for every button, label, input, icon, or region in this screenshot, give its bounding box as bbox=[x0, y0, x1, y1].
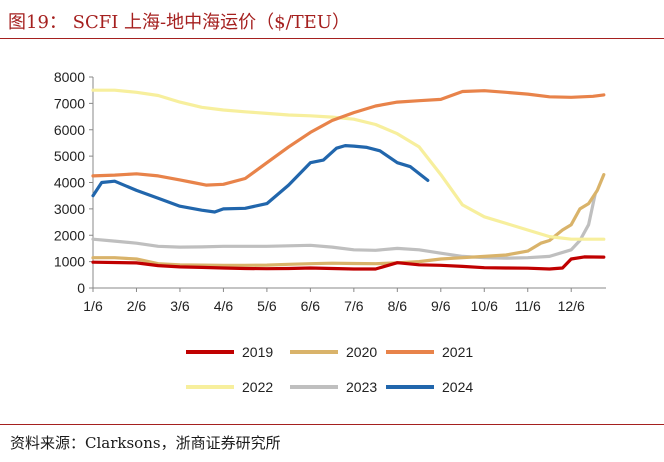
series-line-2021 bbox=[91, 89, 606, 187]
title-rule bbox=[0, 38, 664, 39]
source-rule bbox=[0, 424, 664, 425]
x-tick-label: 5/6 bbox=[257, 298, 277, 314]
x-tick-label: 2/6 bbox=[127, 298, 147, 314]
x-tick-label: 1/6 bbox=[83, 298, 103, 314]
y-tick-label: 4000 bbox=[54, 175, 85, 191]
source-note: 资料来源：Clarksons，浙商证券研究所 bbox=[10, 434, 281, 452]
legend-label-2020: 2020 bbox=[346, 344, 377, 360]
y-tick-label: 0 bbox=[77, 280, 85, 296]
line-chart: 0 1000 2000 3000 4000 5000 6000 7000 8000 1/6 2/6… bbox=[54, 69, 606, 395]
legend-label-2022: 2022 bbox=[242, 379, 273, 395]
y-tick-label: 1000 bbox=[54, 254, 85, 270]
series-line-2023 bbox=[91, 192, 597, 260]
x-tick-label: 12/6 bbox=[558, 298, 585, 314]
legend-label-2024: 2024 bbox=[442, 379, 473, 395]
x-tick-label: 4/6 bbox=[214, 298, 234, 314]
legend-label-2021: 2021 bbox=[442, 344, 473, 360]
chart-legend: 2019 2020 2021 2022 2023 2024 bbox=[186, 344, 473, 395]
x-tick-label: 6/6 bbox=[301, 298, 321, 314]
y-axis-ticks: 0 1000 2000 3000 4000 5000 6000 7000 8000 bbox=[54, 69, 93, 296]
figure-title: 图19： SCFI 上海-地中海运价（$/TEU） bbox=[8, 12, 350, 33]
legend-label-2023: 2023 bbox=[346, 379, 377, 395]
legend-label-2019: 2019 bbox=[242, 344, 273, 360]
series-line-2020 bbox=[91, 173, 606, 267]
x-tick-label: 3/6 bbox=[170, 298, 190, 314]
y-tick-label: 3000 bbox=[54, 201, 85, 217]
series-line-2024 bbox=[91, 144, 430, 214]
y-tick-label: 5000 bbox=[54, 148, 85, 164]
x-tick-label: 10/6 bbox=[471, 298, 498, 314]
y-tick-label: 2000 bbox=[54, 227, 85, 243]
y-tick-label: 8000 bbox=[54, 69, 85, 85]
y-tick-label: 7000 bbox=[54, 95, 85, 111]
y-tick-label: 6000 bbox=[54, 122, 85, 138]
x-tick-label: 9/6 bbox=[431, 298, 451, 314]
x-axis-ticks: 1/6 2/6 3/6 4/6 5/6 6/6 7/6 8/6 9/6 10/6 11/6 12/6 bbox=[83, 288, 585, 314]
series-line-2019 bbox=[91, 255, 606, 271]
x-tick-label: 11/6 bbox=[515, 298, 541, 314]
series-lines bbox=[91, 88, 606, 271]
series-line-2022 bbox=[91, 88, 606, 241]
x-tick-label: 8/6 bbox=[388, 298, 408, 314]
x-tick-label: 7/6 bbox=[344, 298, 364, 314]
